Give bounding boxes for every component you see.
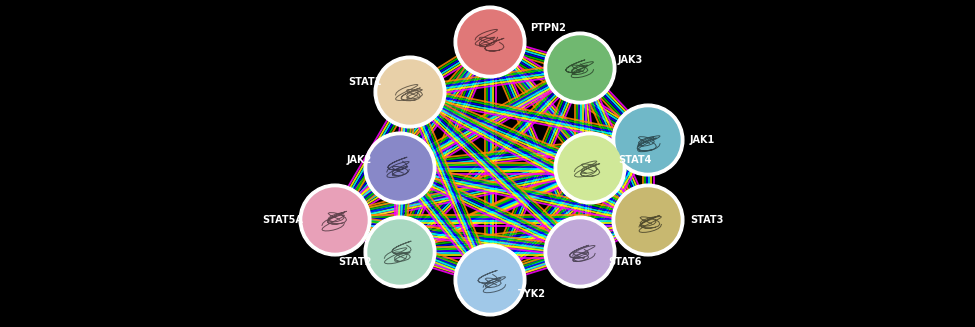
Text: STAT3: STAT3 <box>690 215 723 225</box>
Circle shape <box>548 220 612 284</box>
Text: STAT4: STAT4 <box>618 155 651 165</box>
Text: STAT2: STAT2 <box>338 257 372 267</box>
Circle shape <box>364 216 436 288</box>
Circle shape <box>544 32 616 104</box>
Circle shape <box>454 244 526 316</box>
Text: JAK1: JAK1 <box>690 135 716 145</box>
Circle shape <box>616 188 680 252</box>
Text: STAT1: STAT1 <box>349 77 382 87</box>
Circle shape <box>458 10 522 74</box>
Text: JAK3: JAK3 <box>618 55 644 65</box>
Circle shape <box>612 104 683 176</box>
Circle shape <box>554 132 626 204</box>
Circle shape <box>368 136 432 200</box>
Circle shape <box>454 6 526 78</box>
Text: PTPN2: PTPN2 <box>530 23 566 33</box>
Text: JAK2: JAK2 <box>347 155 372 165</box>
Circle shape <box>303 188 367 252</box>
Circle shape <box>612 184 683 256</box>
Text: STAT5A: STAT5A <box>262 215 303 225</box>
Circle shape <box>364 132 436 204</box>
Circle shape <box>548 36 612 100</box>
Circle shape <box>458 248 522 312</box>
Circle shape <box>299 184 370 256</box>
Text: STAT6: STAT6 <box>608 257 642 267</box>
Circle shape <box>368 220 432 284</box>
Circle shape <box>544 216 616 288</box>
Circle shape <box>374 56 446 128</box>
Text: TYK2: TYK2 <box>518 289 546 299</box>
Circle shape <box>558 136 622 200</box>
Circle shape <box>616 108 680 172</box>
Circle shape <box>378 60 442 124</box>
